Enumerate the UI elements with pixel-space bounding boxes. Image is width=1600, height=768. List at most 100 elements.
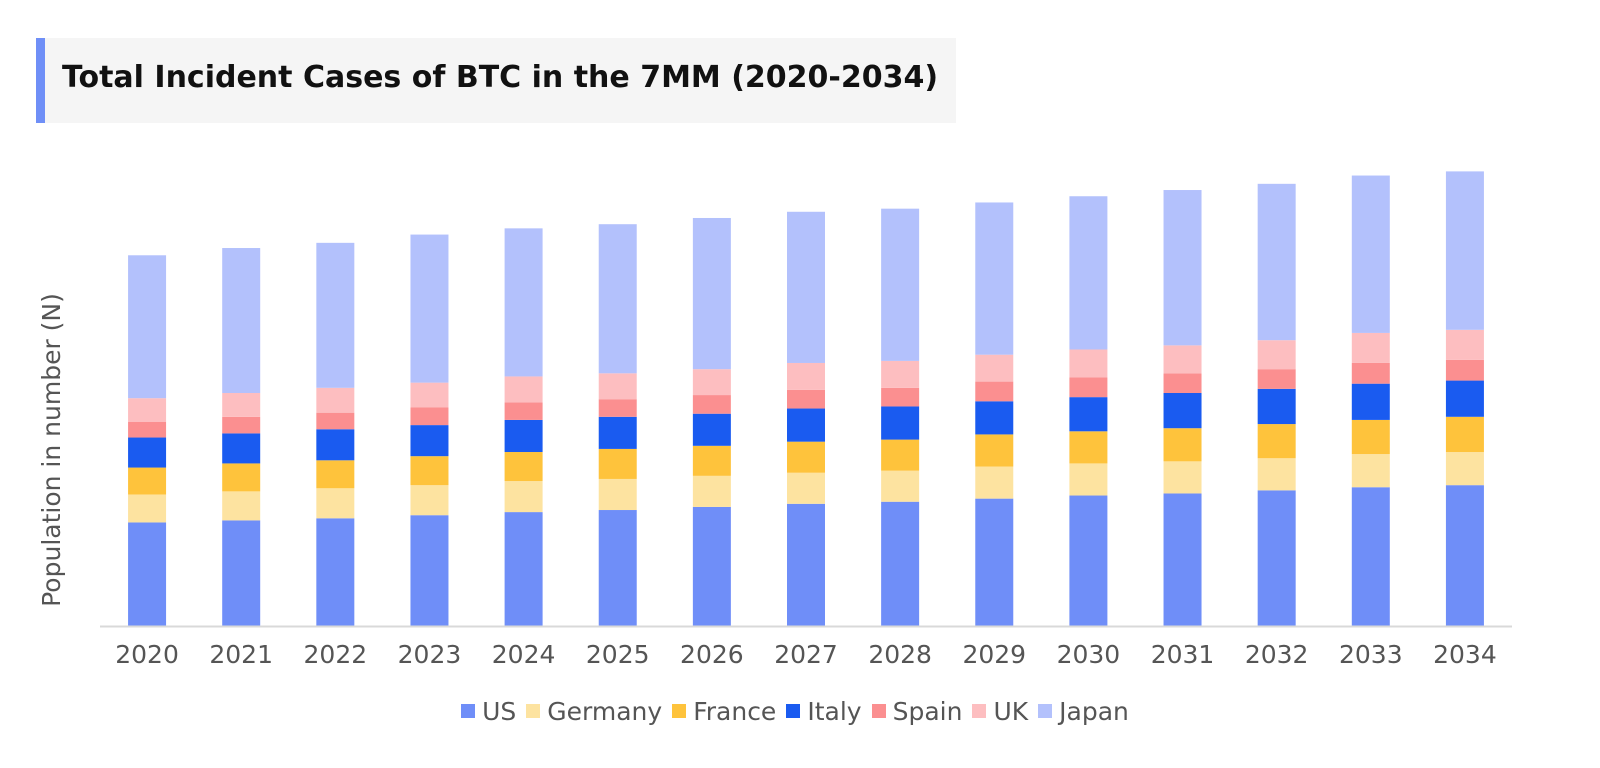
bar-germany-2031 (1163, 461, 1202, 494)
bar-japan-2028 (881, 208, 920, 361)
bar-spain-2020 (128, 422, 167, 438)
x-tick-label-2030: 2030 (1057, 640, 1121, 669)
bar-japan-2020 (128, 255, 167, 399)
bar-germany-2028 (881, 470, 920, 502)
bar-uk-2022 (316, 387, 355, 413)
legend-item-spain: Spain (871, 696, 963, 726)
bar-france-2031 (1163, 428, 1202, 462)
bar-uk-2021 (222, 393, 261, 417)
bar-uk-2033 (1351, 332, 1390, 363)
bar-italy-2020 (128, 437, 167, 468)
x-tick-label-2027: 2027 (774, 640, 838, 669)
bar-us-2020 (128, 522, 167, 626)
bar-spain-2024 (504, 402, 543, 420)
bar-spain-2023 (410, 407, 449, 426)
bar-us-2023 (410, 515, 449, 626)
bar-italy-2030 (1069, 397, 1108, 432)
legend-label-us: US (482, 696, 517, 726)
legend-label-uk: UK (993, 696, 1029, 726)
bar-italy-2029 (975, 401, 1014, 435)
bar-uk-2026 (692, 369, 731, 396)
bar-japan-2024 (504, 228, 543, 377)
x-tick-label-2032: 2032 (1245, 640, 1309, 669)
bar-italy-2028 (881, 406, 920, 440)
bar-spain-2025 (598, 399, 637, 417)
x-tick-label-2021: 2021 (209, 640, 273, 669)
bar-france-2027 (787, 441, 825, 473)
x-tick-label-2025: 2025 (586, 640, 650, 669)
legend-item-uk: UK (972, 697, 1028, 726)
bar-japan-2029 (975, 202, 1014, 355)
legend-item-us: US (461, 697, 516, 726)
legend-swatch-france (672, 704, 687, 718)
x-tick-label-2033: 2033 (1339, 640, 1403, 669)
bar-uk-2030 (1069, 349, 1108, 378)
chart-legend: US Germany France Italy Spain UK Japan (0, 693, 1600, 729)
bar-italy-2034 (1445, 380, 1484, 417)
bar-italy-2025 (598, 416, 637, 449)
bar-spain-2032 (1257, 369, 1296, 389)
bar-italy-2033 (1351, 383, 1390, 420)
bar-japan-2027 (787, 211, 825, 363)
bar-italy-2021 (222, 433, 261, 464)
bar-japan-2033 (1351, 175, 1390, 333)
bar-us-2022 (316, 518, 355, 626)
bar-france-2025 (598, 448, 637, 479)
x-tick-label-2026: 2026 (680, 640, 744, 669)
x-tick-label-2029: 2029 (962, 640, 1026, 669)
x-tick-label-2020: 2020 (115, 640, 179, 669)
bar-japan-2022 (316, 242, 355, 388)
legend-swatch-italy (786, 704, 801, 718)
legend-item-japan: Japan (1038, 697, 1129, 726)
bar-uk-2032 (1257, 340, 1296, 370)
bar-japan-2030 (1069, 196, 1108, 350)
x-tick-label-2031: 2031 (1151, 640, 1215, 669)
legend-label-spain: Spain (892, 696, 963, 726)
bar-germany-2033 (1351, 454, 1390, 488)
bar-italy-2032 (1257, 388, 1296, 425)
x-tick-label-2022: 2022 (304, 640, 368, 669)
bar-us-2026 (692, 506, 731, 626)
bar-uk-2024 (504, 376, 543, 403)
bar-france-2030 (1069, 431, 1108, 464)
bar-france-2028 (881, 439, 920, 471)
bar-us-2021 (222, 520, 261, 626)
bar-germany-2027 (787, 472, 825, 504)
legend-swatch-spain (871, 704, 886, 718)
bar-germany-2034 (1445, 452, 1484, 486)
x-tick-label-2023: 2023 (398, 640, 462, 669)
bar-germany-2023 (410, 485, 449, 516)
legend-swatch-us (461, 704, 476, 718)
bar-japan-2034 (1445, 171, 1484, 330)
legend-item-germany: Germany (526, 697, 662, 726)
bar-germany-2022 (316, 488, 355, 519)
bar-italy-2022 (316, 429, 355, 461)
bar-germany-2024 (504, 481, 543, 513)
chart-plot-area: Population in number (N) 2020 2021 2022 2023… (37, 171, 1512, 669)
bar-us-2024 (504, 512, 543, 626)
legend-label-italy: Italy (807, 696, 862, 726)
bar-spain-2031 (1163, 373, 1202, 393)
bar-germany-2032 (1257, 458, 1296, 491)
bar-france-2023 (410, 456, 449, 486)
x-tick-label-2024: 2024 (492, 640, 556, 669)
bar-spain-2033 (1351, 362, 1390, 384)
bar-france-2021 (222, 463, 261, 492)
bar-us-2034 (1445, 485, 1484, 626)
bar-france-2022 (316, 460, 355, 489)
legend-label-germany: Germany (547, 696, 663, 726)
bar-france-2032 (1257, 424, 1296, 459)
bar-us-2028 (881, 501, 920, 626)
bar-us-2031 (1163, 493, 1202, 626)
y-axis-label: Population in number (N) (37, 293, 66, 607)
bar-uk-2020 (128, 398, 167, 422)
bar-germany-2025 (598, 478, 637, 511)
chart-title: Total Incident Cases of BTC in the 7MM (… (62, 60, 939, 95)
chart-title-box: Total Incident Cases of BTC in the 7MM (… (36, 38, 956, 123)
bar-spain-2026 (692, 395, 731, 414)
legend-item-france: France (672, 697, 776, 726)
bar-germany-2030 (1069, 463, 1108, 496)
legend-label-japan: Japan (1059, 696, 1129, 726)
bar-uk-2027 (787, 362, 825, 390)
bar-uk-2028 (881, 360, 920, 388)
